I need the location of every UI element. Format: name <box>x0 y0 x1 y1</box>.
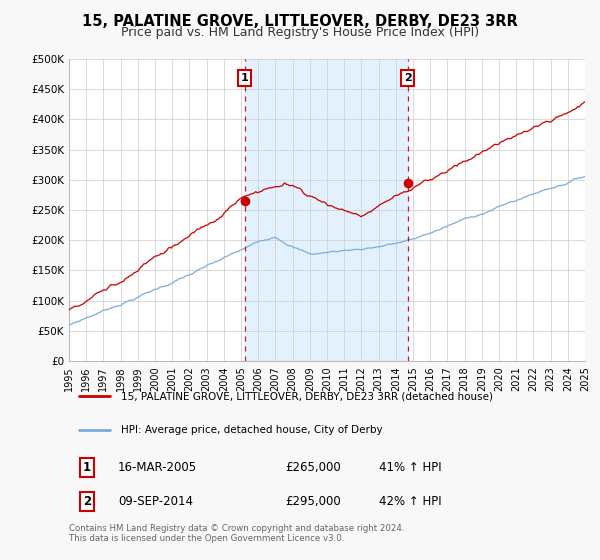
Text: 1: 1 <box>241 73 248 83</box>
Text: 1: 1 <box>83 461 91 474</box>
Text: 15, PALATINE GROVE, LITTLEOVER, DERBY, DE23 3RR: 15, PALATINE GROVE, LITTLEOVER, DERBY, D… <box>82 14 518 29</box>
Text: Contains HM Land Registry data © Crown copyright and database right 2024.
This d: Contains HM Land Registry data © Crown c… <box>69 524 404 543</box>
Text: 16-MAR-2005: 16-MAR-2005 <box>118 461 197 474</box>
Text: 09-SEP-2014: 09-SEP-2014 <box>118 494 193 508</box>
Text: 2: 2 <box>83 494 91 508</box>
Text: £265,000: £265,000 <box>286 461 341 474</box>
Text: £295,000: £295,000 <box>286 494 341 508</box>
Text: 42% ↑ HPI: 42% ↑ HPI <box>379 494 441 508</box>
Text: 15, PALATINE GROVE, LITTLEOVER, DERBY, DE23 3RR (detached house): 15, PALATINE GROVE, LITTLEOVER, DERBY, D… <box>121 391 493 401</box>
Text: HPI: Average price, detached house, City of Derby: HPI: Average price, detached house, City… <box>121 426 382 436</box>
Text: 2: 2 <box>404 73 412 83</box>
Text: 41% ↑ HPI: 41% ↑ HPI <box>379 461 441 474</box>
Text: Price paid vs. HM Land Registry's House Price Index (HPI): Price paid vs. HM Land Registry's House … <box>121 26 479 39</box>
Bar <box>245 59 407 361</box>
